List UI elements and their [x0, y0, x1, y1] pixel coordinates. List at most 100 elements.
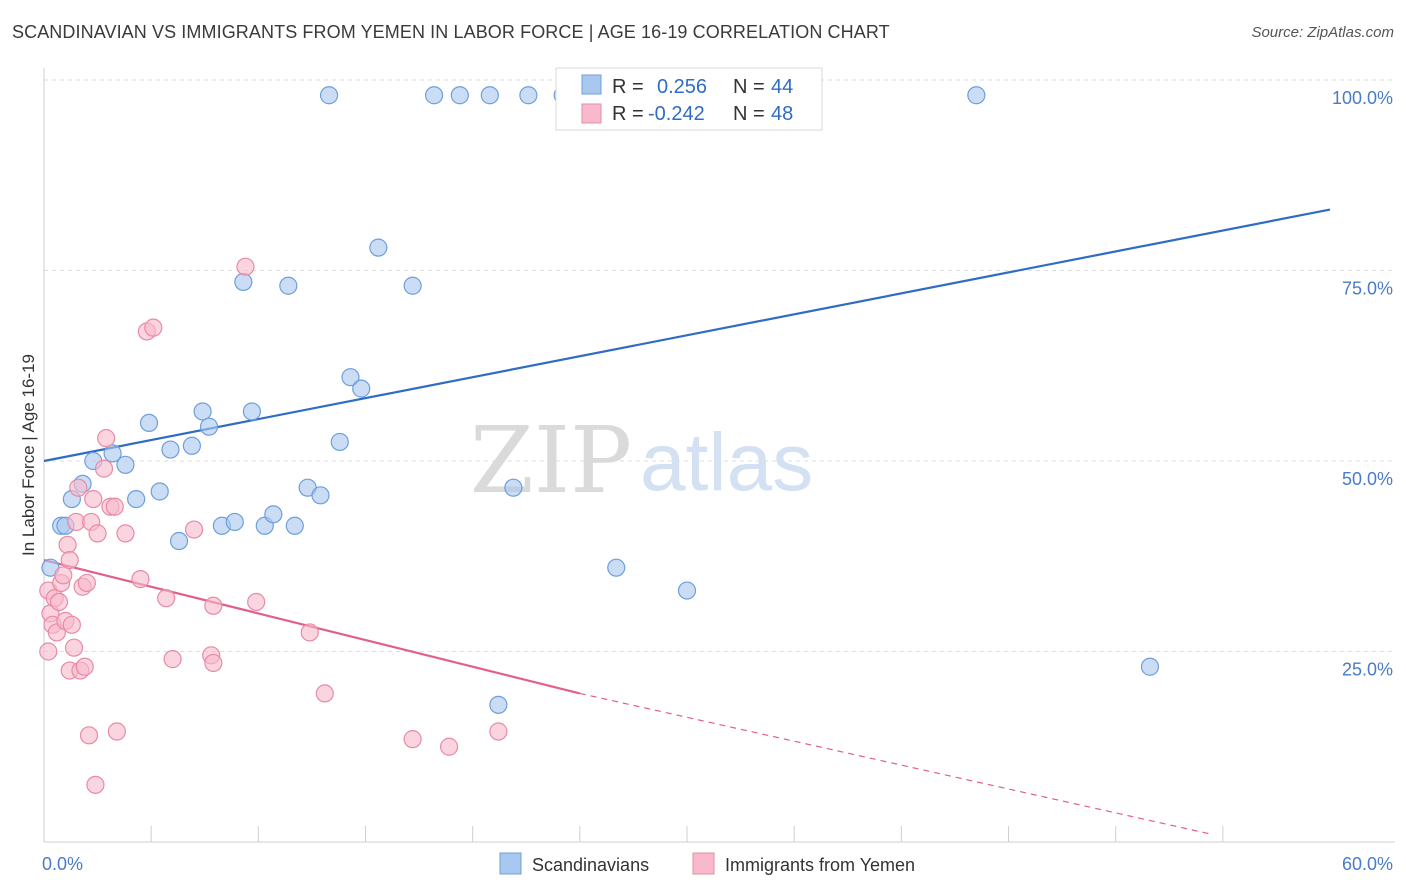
yemen-point-23: [84, 490, 103, 509]
x-tick-label-1: 60.0%: [1342, 854, 1393, 874]
legend-label-scandinavians: Scandinavians: [532, 855, 649, 875]
scandinavians-point-41: [1140, 657, 1160, 676]
x-tick-label-0: 0.0%: [42, 854, 83, 874]
yemen-point-10: [58, 535, 77, 554]
legend-label-yemen: Immigrants from Yemen: [725, 855, 915, 875]
scandinavians-point-21: [279, 276, 298, 295]
stats-pink-swatch: [581, 103, 602, 124]
yemen-point-40: [204, 596, 223, 615]
yemen-point-35: [157, 589, 176, 608]
scandinavians-point-27: [341, 368, 360, 387]
yemen-point-13: [62, 615, 81, 634]
yemen-point-42: [247, 592, 266, 612]
scandinavians-point-39: [677, 581, 697, 600]
scandinavians-trend-segment-0: [43, 208, 1331, 463]
scandinavians-point-26: [330, 432, 349, 452]
scandinavians-points: [41, 86, 1160, 714]
chart-title: SCANDINAVIAN VS IMMIGRANTS FROM YEMEN IN…: [12, 22, 890, 42]
scandinavians-point-28: [352, 379, 371, 398]
scandinavians-point-30: [403, 276, 422, 295]
stats-blue-swatch: [581, 74, 602, 95]
stats-n-value-2: 48: [771, 103, 793, 125]
stats-r-value-2: -0.242: [648, 103, 705, 125]
scandinavians-point-32: [450, 86, 469, 105]
stats-r-label-2: R =: [612, 103, 644, 125]
legend-swatch-scandinavians: [499, 852, 522, 875]
watermark: ZIP atlas: [470, 407, 813, 514]
scandinavians-point-16: [225, 512, 244, 532]
stats-n-label-2: N =: [733, 103, 765, 125]
scandinavians-point-6: [116, 455, 135, 474]
grid-lines: [44, 79, 1395, 652]
scandinavians-point-31: [424, 86, 444, 105]
yemen-point-27: [97, 429, 116, 448]
yemen-point-44: [315, 684, 334, 703]
scandinavians-point-11: [169, 531, 189, 551]
yemen-point-43: [300, 623, 319, 642]
stats-n-label-1: N =: [733, 76, 765, 98]
yemen-point-30: [107, 722, 126, 741]
yemen-point-41: [236, 257, 255, 276]
stats-r-value-1: 0.256: [657, 76, 707, 98]
legend-swatch-yemen: [692, 852, 715, 875]
scandinavians-point-33: [480, 86, 499, 105]
scandinavians-point-34: [519, 86, 538, 105]
yemen-point-26: [94, 459, 114, 478]
scandinavians-point-13: [193, 402, 212, 421]
yemen-point-20: [77, 573, 96, 593]
stats-r-label-1: R =: [612, 76, 644, 98]
yemen-point-47: [489, 722, 508, 741]
scandinavians-point-22: [285, 516, 304, 535]
yemen-point-14: [64, 638, 84, 657]
yemen-points: [39, 257, 508, 794]
watermark-atlas: atlas: [640, 417, 813, 508]
yemen-point-19: [75, 657, 94, 676]
scandinavians-point-38: [607, 558, 626, 577]
x-axis-ticks: [150, 826, 1224, 842]
scandinavians-point-10: [161, 440, 180, 459]
yemen-point-16: [69, 478, 88, 497]
yemen-point-31: [116, 524, 135, 543]
scandinavians-point-9: [150, 482, 169, 501]
scandinavians-point-5: [103, 444, 122, 463]
yemen-point-45: [403, 730, 422, 749]
stats-box: R = 0.256 N = 44 R = -0.242 N = 48: [555, 67, 823, 131]
yemen-trend-segment-1: [579, 692, 1213, 835]
scandinavians-point-29: [369, 238, 388, 257]
watermark-zip: ZIP: [470, 407, 632, 514]
scandinavians-point-17: [234, 272, 253, 292]
scandinavians-point-42: [489, 695, 508, 714]
yemen-point-46: [439, 737, 459, 756]
y-tick-label-2: 75.0%: [1342, 279, 1393, 299]
y-tick-label-1: 50.0%: [1342, 469, 1393, 489]
scandinavians-point-20: [264, 505, 283, 524]
scandinavians-point-14: [199, 417, 219, 436]
y-tick-labels: 25.0% 50.0% 75.0% 100.0%: [1332, 88, 1393, 680]
yemen-point-21: [79, 726, 99, 745]
y-tick-label-3: 100.0%: [1332, 88, 1393, 108]
scandinavians-point-37: [504, 478, 523, 497]
scandinavians-point-12: [182, 436, 201, 455]
yemen-point-37: [184, 520, 204, 539]
scandinavians-point-25: [319, 86, 339, 105]
yemen-point-24: [86, 775, 105, 794]
scandinavians-point-24: [311, 486, 330, 505]
yemen-point-32: [131, 570, 150, 589]
x-tick-labels: 0.0% 60.0%: [42, 854, 1393, 874]
yemen-point-11: [60, 550, 79, 570]
stats-n-value-1: 44: [771, 76, 793, 98]
yemen-point-8: [54, 566, 73, 585]
yemen-point-1: [39, 642, 58, 661]
y-tick-label-0: 25.0%: [1342, 660, 1393, 680]
yemen-point-39: [204, 653, 223, 673]
yemen-point-6: [49, 592, 69, 612]
scandinavians-point-7: [127, 490, 146, 509]
scandinavians-point-18: [242, 402, 262, 421]
source-credit: Source: ZipAtlas.com: [1251, 24, 1394, 41]
yemen-point-29: [105, 497, 124, 516]
scandinavians-point-40: [967, 86, 986, 105]
axes: [43, 68, 1395, 843]
yemen-point-25: [88, 524, 107, 543]
scandinavians-point-8: [139, 413, 159, 432]
